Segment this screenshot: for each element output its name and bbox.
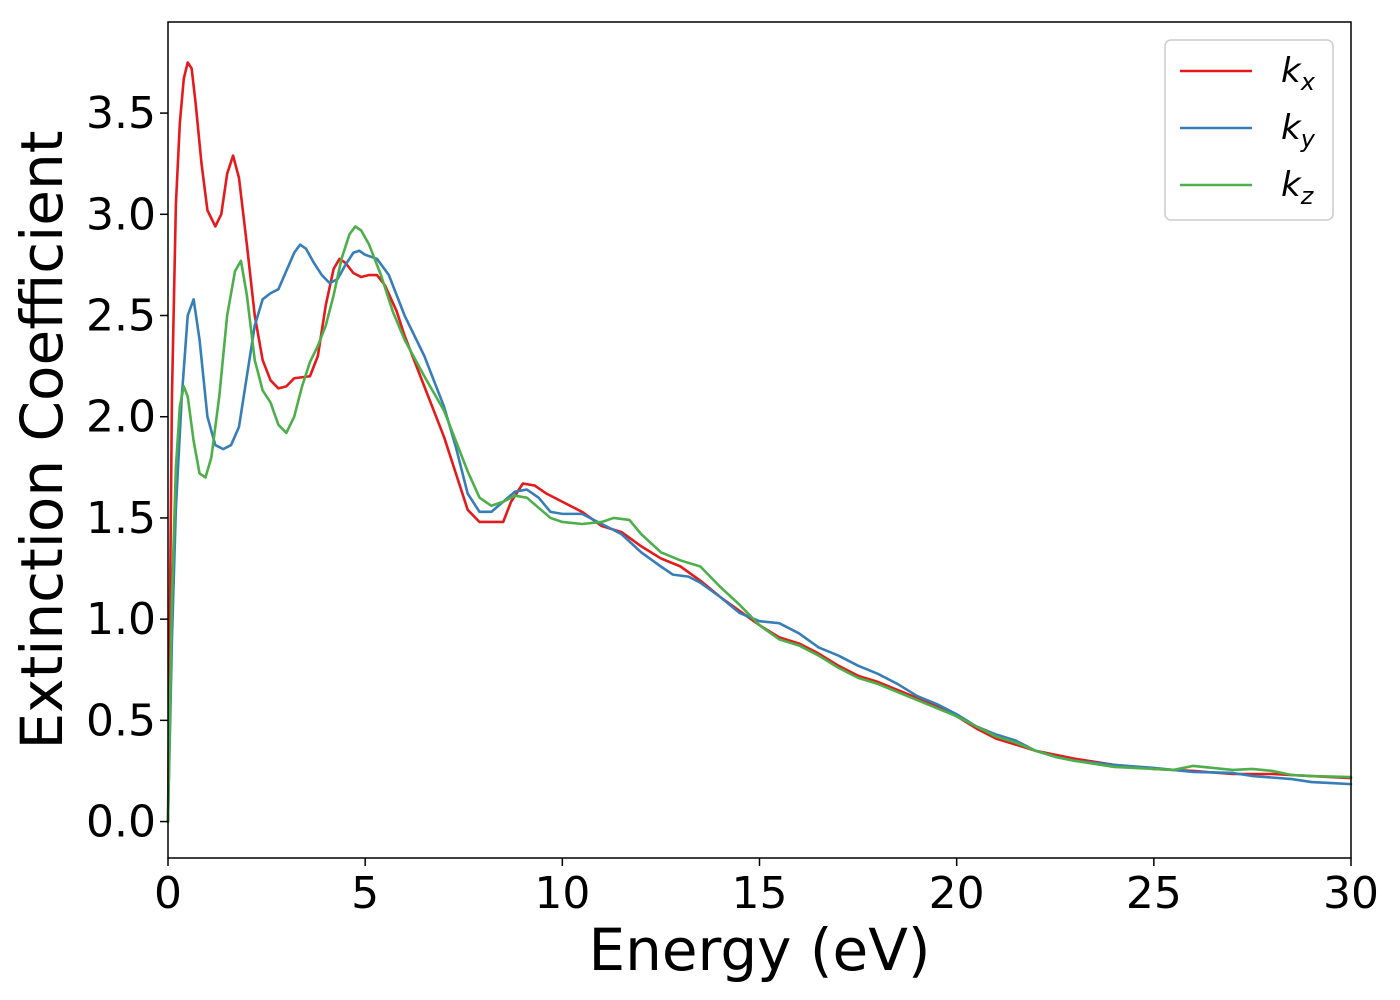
series-line-kz [166,225,1353,823]
y-axis: 0.0 0.5 1.0 1.5 2.0 2.5 3.0 3.5 [86,88,168,848]
legend-label-kz: kz [1281,165,1315,210]
legend-box [1164,39,1334,221]
x-tick-label: 20 [929,868,985,919]
legend-label-kx: kx [1281,51,1316,96]
x-tick-label: 5 [351,868,379,919]
x-axis: 0 5 10 15 20 25 30 [154,858,1379,919]
y-tick-label: 0.0 [86,797,156,848]
y-tick-label: 2.5 [86,291,156,342]
y-tick-label: 2.0 [86,392,156,443]
x-tick-label: 25 [1126,868,1182,919]
legend-label-ky: ky [1281,108,1316,153]
plot-background [168,22,1351,858]
y-tick-label: 3.0 [86,189,156,240]
y-tick-label: 3.5 [86,88,156,139]
series-line-ky [166,243,1353,823]
x-tick-label: 0 [154,868,182,919]
y-axis-title: Extinction Coefficient [8,131,76,750]
y-tick-label: 1.5 [86,493,156,544]
y-tick-label: 1.0 [86,594,156,645]
x-tick-label: 10 [534,868,590,919]
x-tick-label: 30 [1323,868,1379,919]
legend: kx ky kz [1164,39,1334,221]
x-tick-label: 15 [732,868,788,919]
series-layer [166,61,1353,823]
y-tick-label: 0.5 [86,695,156,746]
x-axis-title: Energy (eV) [588,916,930,984]
